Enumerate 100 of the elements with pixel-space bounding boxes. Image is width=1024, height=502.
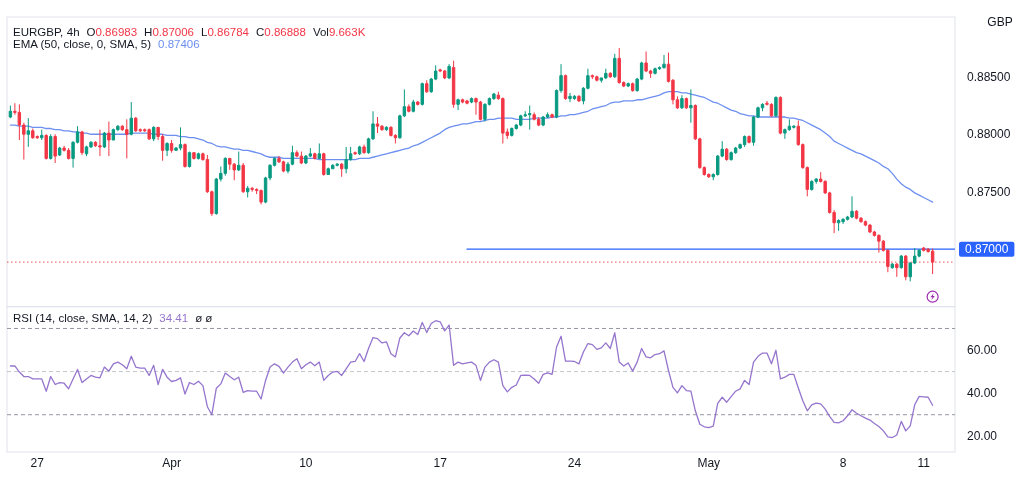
y-axis-title: GBP: [987, 15, 1013, 30]
candlestick: [183, 142, 187, 169]
candlestick: [478, 100, 483, 121]
candlestick: [57, 146, 62, 157]
candlestick: [31, 128, 35, 140]
candlestick: [322, 152, 326, 177]
candlestick: [608, 71, 612, 79]
candlestick: [111, 128, 116, 141]
candlestick: [187, 151, 192, 169]
candlestick: [778, 95, 783, 135]
candlestick: [550, 113, 554, 119]
candlestick: [684, 96, 689, 110]
candlestick: [568, 92, 572, 103]
x-tick-label: 24: [567, 456, 582, 471]
candlestick: [930, 248, 935, 275]
candlestick: [353, 151, 357, 156]
candlestick: [836, 218, 841, 232]
candlestick: [868, 223, 872, 234]
candlestick: [335, 162, 339, 167]
candlestick: [724, 147, 729, 162]
candlestick: [299, 151, 304, 165]
candlestick: [80, 130, 84, 156]
candlestick: [442, 69, 447, 80]
candlestick: [769, 102, 774, 118]
candlestick: [536, 116, 541, 127]
candlestick: [447, 63, 451, 80]
candlestick: [147, 128, 151, 141]
x-tick-label: 11: [917, 456, 931, 471]
candlestick: [613, 53, 617, 79]
candlestick: [241, 162, 245, 194]
x-tick-label: 27: [30, 456, 45, 471]
candlestick: [577, 94, 581, 103]
candlestick: [66, 147, 71, 161]
candlestick: [53, 133, 57, 164]
y-tick-label: 60.00: [967, 343, 998, 358]
candlestick: [107, 121, 111, 157]
candlestick: [451, 60, 456, 109]
candlestick: [501, 96, 505, 144]
candlestick: [630, 82, 635, 93]
candlestick: [165, 141, 169, 157]
candlestick: [850, 195, 854, 219]
candlestick: [281, 160, 286, 173]
candlestick: [407, 103, 411, 113]
candlestick: [810, 179, 814, 192]
candlestick: [425, 79, 429, 94]
x-tick-label: 17: [433, 456, 448, 471]
candlestick: [595, 75, 599, 82]
candlestick: [44, 133, 48, 161]
candlestick: [339, 162, 344, 178]
candlestick: [899, 254, 903, 270]
candlestick: [102, 131, 107, 149]
candlestick: [510, 126, 514, 138]
candlestick: [40, 129, 44, 141]
x-tick-label: 8: [839, 456, 847, 471]
candlestick: [196, 152, 201, 161]
candlestick: [411, 99, 416, 113]
candlestick: [572, 94, 577, 101]
candlestick: [178, 126, 183, 151]
candlestick: [456, 98, 460, 111]
candlestick: [904, 254, 908, 281]
candlestick: [420, 82, 424, 107]
candlestick: [626, 82, 630, 88]
y-tick-label: 0.87500: [967, 184, 1011, 199]
candlestick: [747, 134, 751, 144]
data-label: 0.87000: [965, 242, 1009, 257]
candlestick: [317, 142, 322, 159]
chart-title: EURGBP, 4h O0.86983 H0.87006 L0.86784 C0.86888 Vol9.663K: [13, 25, 366, 38]
candlestick: [563, 73, 568, 101]
candlestick: [223, 156, 227, 177]
candlestick: [84, 145, 89, 157]
annotation: 34.41: [159, 312, 189, 325]
candlestick: [232, 162, 236, 181]
candlestick: [48, 133, 53, 161]
candlestick: [662, 54, 666, 70]
candlestick: [590, 73, 595, 80]
annotation: 0.87406: [158, 38, 200, 51]
y-tick-label: 40.00: [967, 386, 998, 401]
candlestick: [357, 145, 362, 156]
y-tick-label: 0.88500: [967, 69, 1011, 84]
x-tick-label: Apr: [162, 456, 181, 471]
candlestick: [129, 101, 133, 136]
candlestick: [474, 96, 478, 116]
candlestick: [653, 67, 657, 75]
candlestick: [375, 116, 380, 134]
candlestick: [313, 152, 317, 161]
text: EMA (50, close, 0, SMA, 5): [13, 38, 152, 51]
candlestick: [237, 151, 241, 172]
candlestick: [469, 96, 474, 104]
candlestick: [742, 134, 747, 148]
candlestick: [890, 262, 895, 270]
candlestick: [169, 139, 174, 154]
candlestick: [689, 88, 693, 124]
candlestick: [877, 233, 881, 254]
candlestick: [362, 144, 366, 155]
candlestick: [384, 125, 389, 132]
y-tick-label: 0.88000: [967, 127, 1011, 142]
candlestick: [680, 94, 684, 110]
line-series: [9, 91, 934, 203]
x-tick-label: May: [697, 456, 721, 471]
candlestick: [192, 152, 196, 161]
